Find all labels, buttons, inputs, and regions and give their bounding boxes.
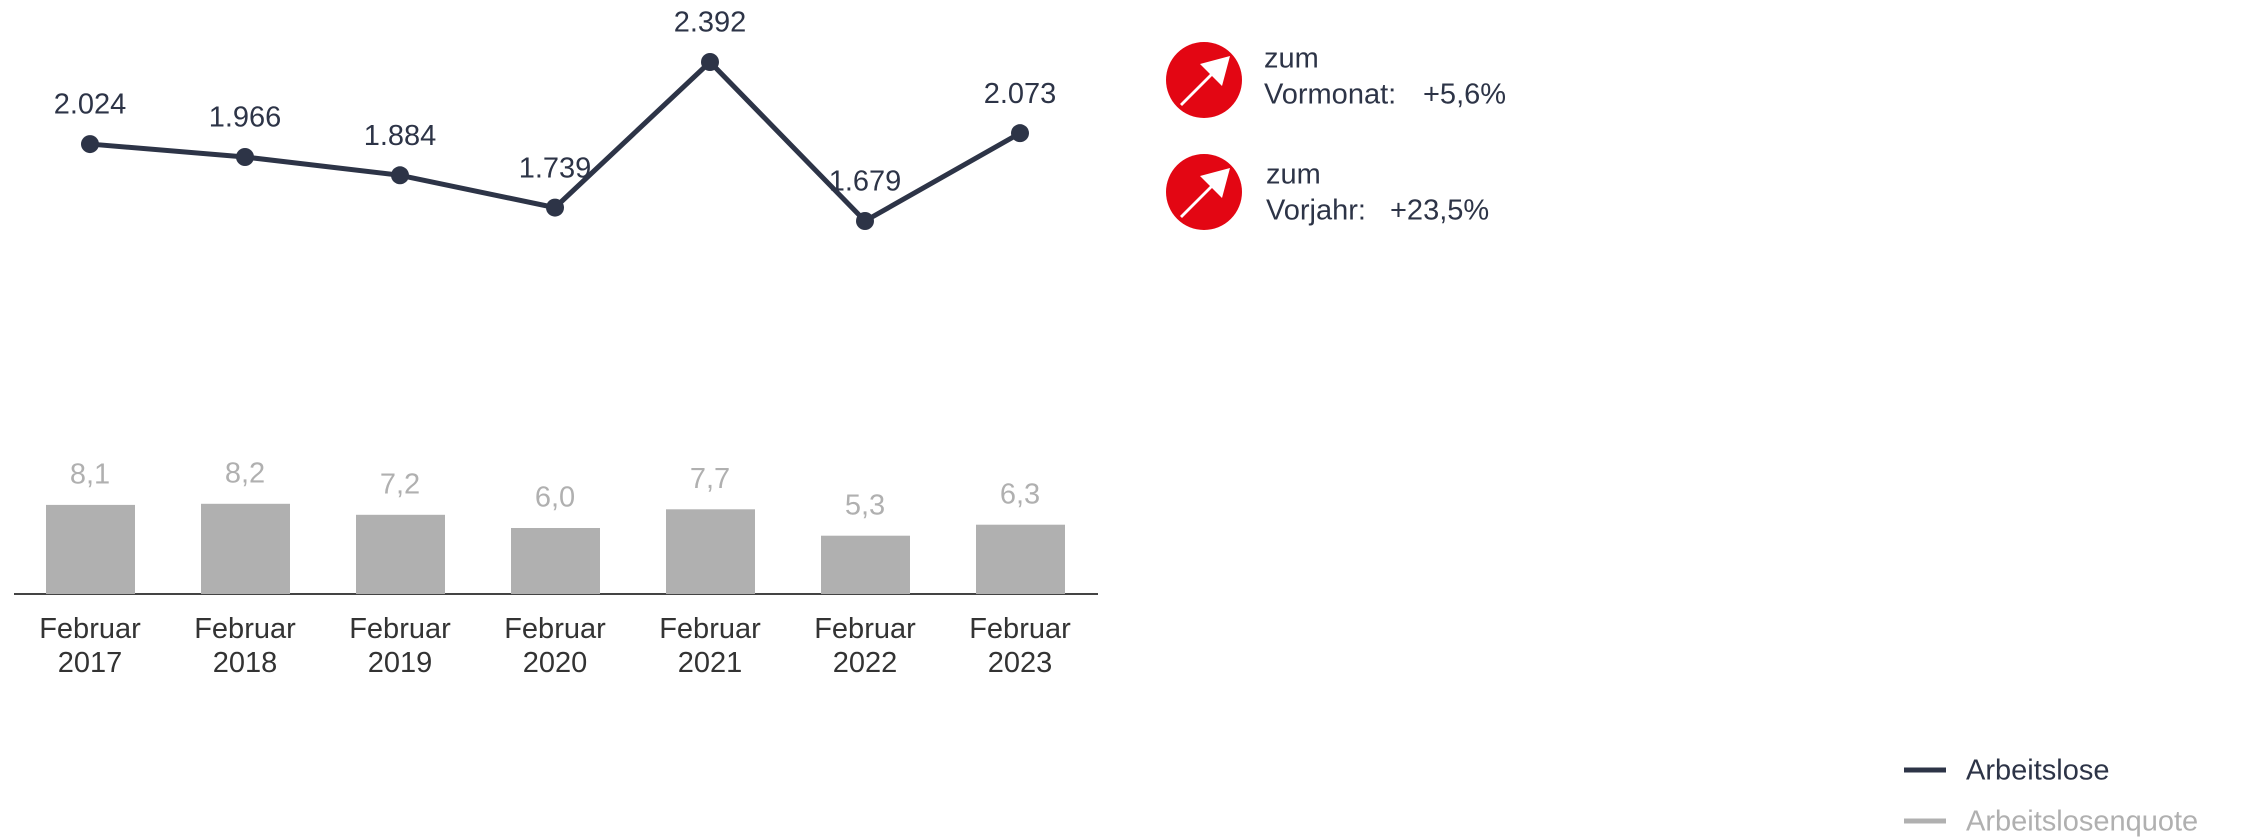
- bar: [666, 509, 755, 594]
- x-tick-label: Februar 2022: [814, 613, 916, 679]
- x-tick-label: Februar 2017: [39, 613, 141, 679]
- data-label: 7,2: [380, 468, 420, 500]
- point: [81, 135, 99, 154]
- data-label: 2.073: [984, 78, 1057, 110]
- point: [856, 212, 874, 230]
- bar: [821, 535, 910, 594]
- point: [391, 166, 409, 185]
- data-label: 2.392: [674, 7, 747, 39]
- data-label: 1.966: [209, 102, 282, 134]
- point: [236, 147, 254, 166]
- data-label: 7,7: [690, 463, 730, 495]
- data-label: 8,2: [225, 457, 265, 489]
- point: [1011, 124, 1029, 143]
- arrow: [1180, 56, 1230, 106]
- arrow: [1180, 168, 1230, 218]
- legend-label: Arbeitslose: [1966, 755, 2109, 787]
- data-label: 6,3: [1000, 478, 1040, 510]
- indicator: zum Vormonat: +5,6%: [1166, 42, 1506, 118]
- x-tick-label: Februar 2023: [969, 613, 1071, 679]
- data-label: 1.884: [364, 120, 437, 152]
- data-label: 8,1: [70, 459, 110, 491]
- data-label: 5,3: [845, 489, 885, 521]
- indicator-text: Vormonat:: [1264, 79, 1396, 111]
- point: [701, 53, 719, 71]
- data-label: 1.739: [519, 152, 592, 184]
- indicator: zum Vorjahr: +23,5%: [1166, 154, 1489, 230]
- indicator-value: +5,6%: [1423, 79, 1506, 111]
- bar: [201, 503, 290, 594]
- data-label: 6,0: [535, 482, 575, 514]
- indicator-text: zum: [1264, 43, 1319, 75]
- point: [546, 198, 564, 217]
- data-label: 2.024: [54, 89, 127, 121]
- bar: [976, 524, 1065, 594]
- indicator-text: Vorjahr:: [1266, 195, 1366, 227]
- x-tick-label: Februar 2018: [194, 613, 296, 679]
- bar: [511, 528, 600, 594]
- data-label: 1.679: [829, 166, 902, 198]
- legend-label: Arbeitslosenquote: [1966, 806, 2198, 838]
- bar: [356, 514, 445, 594]
- indicator-value: +23,5%: [1390, 195, 1489, 227]
- x-tick-label: Februar 2021: [659, 613, 761, 679]
- bar: [46, 504, 135, 594]
- x-tick-label: Februar 2020: [504, 613, 606, 679]
- x-tick-label: Februar 2019: [349, 613, 451, 679]
- indicator-text: zum: [1266, 159, 1321, 191]
